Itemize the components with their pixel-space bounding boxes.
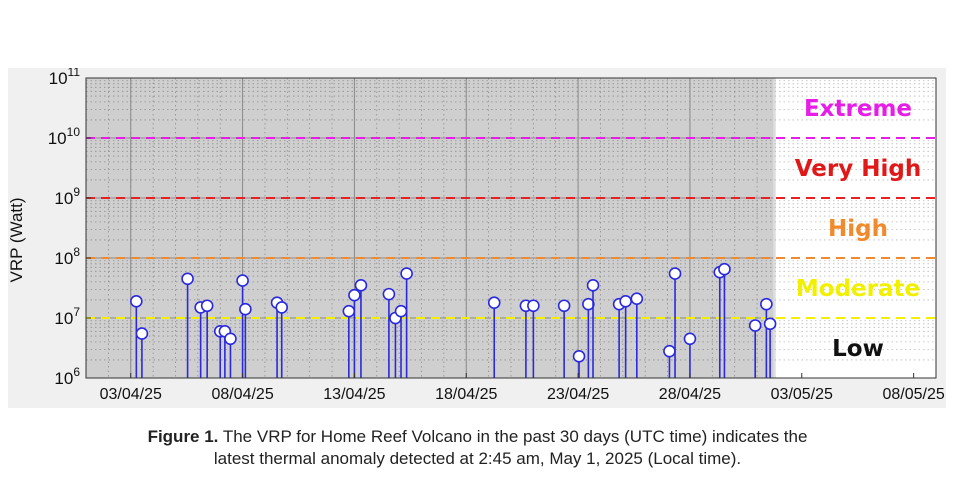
data-point: [382, 287, 396, 301]
data-point: [275, 301, 289, 314]
level-label: High: [828, 216, 888, 242]
data-layer: [130, 262, 777, 378]
chart-panel: Extreme Very High High Moderate Low 106 107 10…: [8, 68, 946, 408]
x-tick-label: 03/04/25: [100, 386, 162, 403]
y-axis-label: VRP (Watt): [8, 197, 26, 282]
x-tick-label: 13/04/25: [323, 386, 385, 403]
y-tick-label: 109: [54, 185, 80, 208]
plot-frame: [85, 77, 937, 379]
figure-label: Figure 1.: [147, 427, 219, 446]
threshold-layer: [86, 137, 936, 319]
data-point: [130, 294, 143, 308]
data-point: [135, 327, 149, 340]
caption-line-2: latest thermal anomaly detected at 2:45 …: [213, 449, 742, 468]
x-tick-label: 08/04/25: [211, 386, 273, 403]
data-point: [557, 299, 571, 313]
data-point: [394, 304, 408, 318]
data-point: [718, 262, 731, 276]
data-point: [586, 279, 600, 292]
level-label: Very High: [795, 156, 921, 182]
data-point: [663, 344, 676, 358]
data-point: [572, 349, 586, 363]
data-point: [630, 292, 644, 305]
data-point: [487, 296, 501, 309]
y-tick-label: 107: [54, 305, 80, 328]
level-label: Low: [832, 336, 884, 362]
level-label: Moderate: [796, 276, 920, 302]
data-point: [400, 267, 413, 280]
y-tick-label: 108: [54, 245, 80, 268]
data-point: [239, 302, 252, 316]
figure-caption: Figure 1. The VRP for Home Reef Volcano …: [0, 426, 955, 470]
data-point: [342, 304, 356, 318]
level-label: Extreme: [804, 96, 912, 122]
data-point: [348, 288, 361, 302]
x-tick-label: 03/05/25: [771, 386, 833, 403]
y-tick-label: 1010: [48, 125, 81, 148]
data-point: [236, 274, 249, 287]
data-point: [527, 299, 540, 313]
data-point: [181, 272, 194, 286]
caption-line-1: Figure 1. The VRP for Home Reef Volcano …: [0, 426, 955, 448]
level-layer: Extreme Very High High Moderate Low: [795, 96, 921, 362]
future-region: [774, 78, 936, 378]
x-tick-label: 08/05/25: [882, 386, 944, 403]
y-tick-label: 106: [54, 365, 80, 388]
x-tick-label: 28/04/25: [659, 386, 721, 403]
data-point: [224, 332, 237, 346]
data-point: [200, 299, 214, 313]
x-tick-label: 18/04/25: [435, 386, 497, 403]
caption-text-1: The VRP for Home Reef Volcano in the pas…: [222, 427, 808, 446]
x-tick-label: 23/04/25: [547, 386, 609, 403]
data-point: [619, 294, 632, 308]
data-point: [760, 297, 773, 311]
y-tick-label: 1011: [49, 68, 81, 88]
axis-layer: 106 107 108 109 1010 1011 03/04/25 08/04/25 13/0…: [48, 68, 945, 403]
grid-layer: [86, 77, 936, 379]
data-point: [763, 317, 777, 331]
data-point: [683, 332, 697, 346]
data-point: [582, 297, 595, 311]
data-point: [668, 267, 682, 280]
data-point: [354, 279, 368, 292]
data-point: [748, 319, 762, 332]
